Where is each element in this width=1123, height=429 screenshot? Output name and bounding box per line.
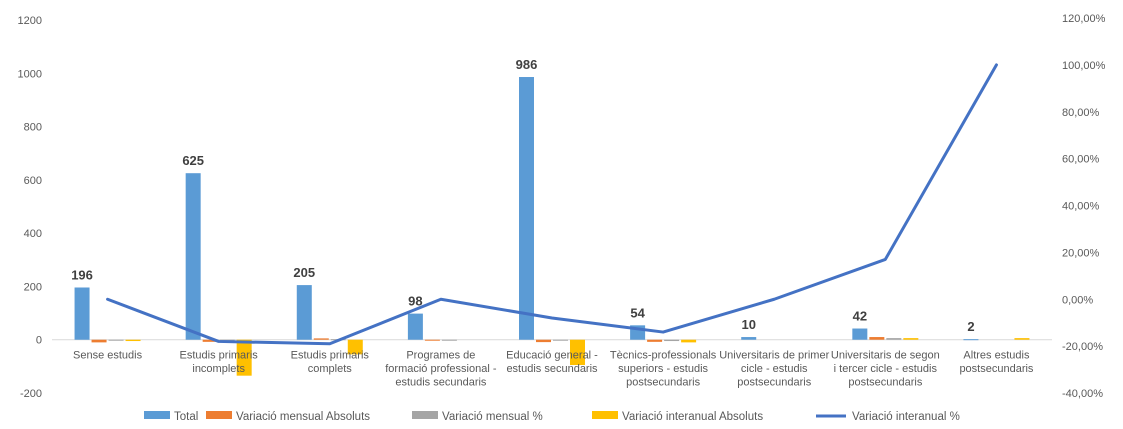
right-axis-tick-label: 20,00% [1062, 247, 1100, 259]
bar-variaci-interanual-absoluts-4 [570, 339, 585, 366]
left-axis-tick-label: 600 [24, 175, 42, 187]
bar-variaci-mensual--0 [108, 339, 124, 341]
bar-total-8 [963, 339, 979, 341]
right-axis-tick-label: 60,00% [1062, 154, 1100, 166]
bar-total-3 [407, 313, 423, 340]
legend-variaci-mensual--swatch [412, 411, 438, 419]
bar-variaci-mensual-absoluts-3 [424, 339, 440, 341]
line-variacio-interanual-pct [106, 63, 998, 346]
left-axis-tick-label: 1200 [18, 15, 42, 27]
data-label-total: 42 [853, 309, 867, 324]
bar-total-1 [185, 173, 201, 340]
left-axis-tick-label: 200 [24, 281, 42, 293]
category-label: Sense estudis [73, 350, 143, 362]
category-label: Universitaris de segon i tercer cicle - e… [831, 350, 940, 389]
legend-total-swatch [144, 411, 170, 419]
bar-variaci-mensual--7 [886, 338, 902, 340]
right-axis-tick-label: 80,00% [1062, 107, 1100, 119]
data-label-total: 205 [293, 265, 315, 280]
left-axis-tick-label: 800 [24, 122, 42, 134]
category-label: Estudis primaris complets [291, 350, 370, 376]
bar-variaci-interanual-absoluts-5 [681, 339, 697, 343]
right-axis-tick-label: 40,00% [1062, 201, 1100, 213]
legend-total-label: Total [174, 411, 198, 423]
category-label: Altres estudis postsecundaris [959, 350, 1033, 376]
bar-variaci-mensual--3 [441, 339, 457, 341]
right-axis-tick-label: 120,00% [1062, 13, 1106, 25]
bar-variaci-interanual-absoluts-8 [1014, 338, 1030, 340]
data-label-total: 986 [516, 57, 538, 72]
left-axis-tick-label: 1000 [18, 68, 42, 80]
right-axis-tick-label: -40,00% [1062, 388, 1103, 400]
data-label-total: 196 [71, 267, 93, 282]
data-label-total: 10 [741, 317, 755, 332]
legend-variaci-interanual-absoluts-label: Variació interanual Absoluts [622, 411, 763, 423]
legend-variaci-mensual-absoluts-label: Variació mensual Absoluts [236, 411, 370, 423]
bar-total-2 [296, 285, 312, 340]
right-axis-tick-label: 100,00% [1062, 60, 1106, 72]
bar-total-4 [519, 77, 534, 340]
data-label-total: 54 [630, 305, 645, 320]
data-label-total: 625 [182, 153, 204, 168]
bar-variaci-mensual-absoluts-1 [202, 339, 218, 342]
bar-variaci-interanual-absoluts-0 [125, 339, 141, 342]
legend-variaci-interanual--label: Variació interanual % [852, 411, 960, 423]
bar-total-6 [741, 337, 757, 340]
right-axis-tick-label: 0,00% [1062, 294, 1093, 306]
bar-variaci-mensual-absoluts-2 [313, 338, 329, 340]
bar-variaci-interanual-absoluts-2 [347, 339, 363, 355]
bar-total-7 [852, 328, 868, 340]
bar-variaci-interanual-absoluts-1 [236, 339, 252, 376]
bar-variaci-mensual--4 [553, 339, 568, 341]
category-label: Estudis primaris incomplets [180, 350, 259, 376]
category-label: Tècnics-professionals superiors - estudis… [610, 350, 717, 389]
bar-variaci-mensual-absoluts-4 [536, 339, 551, 343]
bar-total-0 [74, 287, 90, 340]
legend-variaci-interanual-absoluts-swatch [592, 411, 618, 419]
category-label: Universitaris de primer cicle - estudis po… [719, 350, 829, 389]
left-axis-tick-label: -200 [20, 388, 42, 400]
category-label: Programes de formació professional -estud… [385, 350, 497, 389]
bar-variaci-interanual-absoluts-7 [903, 338, 919, 340]
bar-variaci-mensual--5 [664, 339, 680, 342]
bar-variaci-mensual-absoluts-5 [647, 339, 663, 342]
legend-variaci-mensual-absoluts-swatch [206, 411, 232, 419]
left-axis-tick-label: 0 [36, 335, 42, 347]
category-label: Educació general -estudis secundaris [506, 350, 598, 376]
left-axis-tick-label: 400 [24, 228, 42, 240]
bar-variaci-mensual-absoluts-0 [91, 339, 107, 343]
data-label-total: 98 [408, 294, 422, 309]
right-axis-tick-label: -20,00% [1062, 341, 1103, 353]
data-label-total: 2 [967, 319, 974, 334]
legend-variaci-mensual--label: Variació mensual % [442, 411, 543, 423]
bar-variaci-mensual-absoluts-7 [869, 337, 885, 340]
